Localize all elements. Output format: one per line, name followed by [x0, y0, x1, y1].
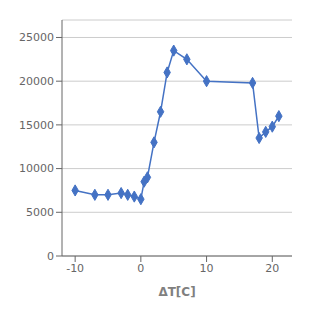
svg-text:15000: 15000 — [19, 119, 54, 132]
svg-text:ΔT[C]: ΔT[C] — [158, 285, 195, 299]
svg-text:20: 20 — [265, 262, 279, 275]
svg-text:0: 0 — [47, 250, 54, 263]
svg-text:25000: 25000 — [19, 31, 54, 44]
svg-text:0: 0 — [137, 262, 144, 275]
svg-text:10: 10 — [200, 262, 214, 275]
svg-text:20000: 20000 — [19, 75, 54, 88]
svg-text:10000: 10000 — [19, 162, 54, 175]
svg-text:-10: -10 — [66, 262, 84, 275]
svg-text:5000: 5000 — [26, 206, 54, 219]
